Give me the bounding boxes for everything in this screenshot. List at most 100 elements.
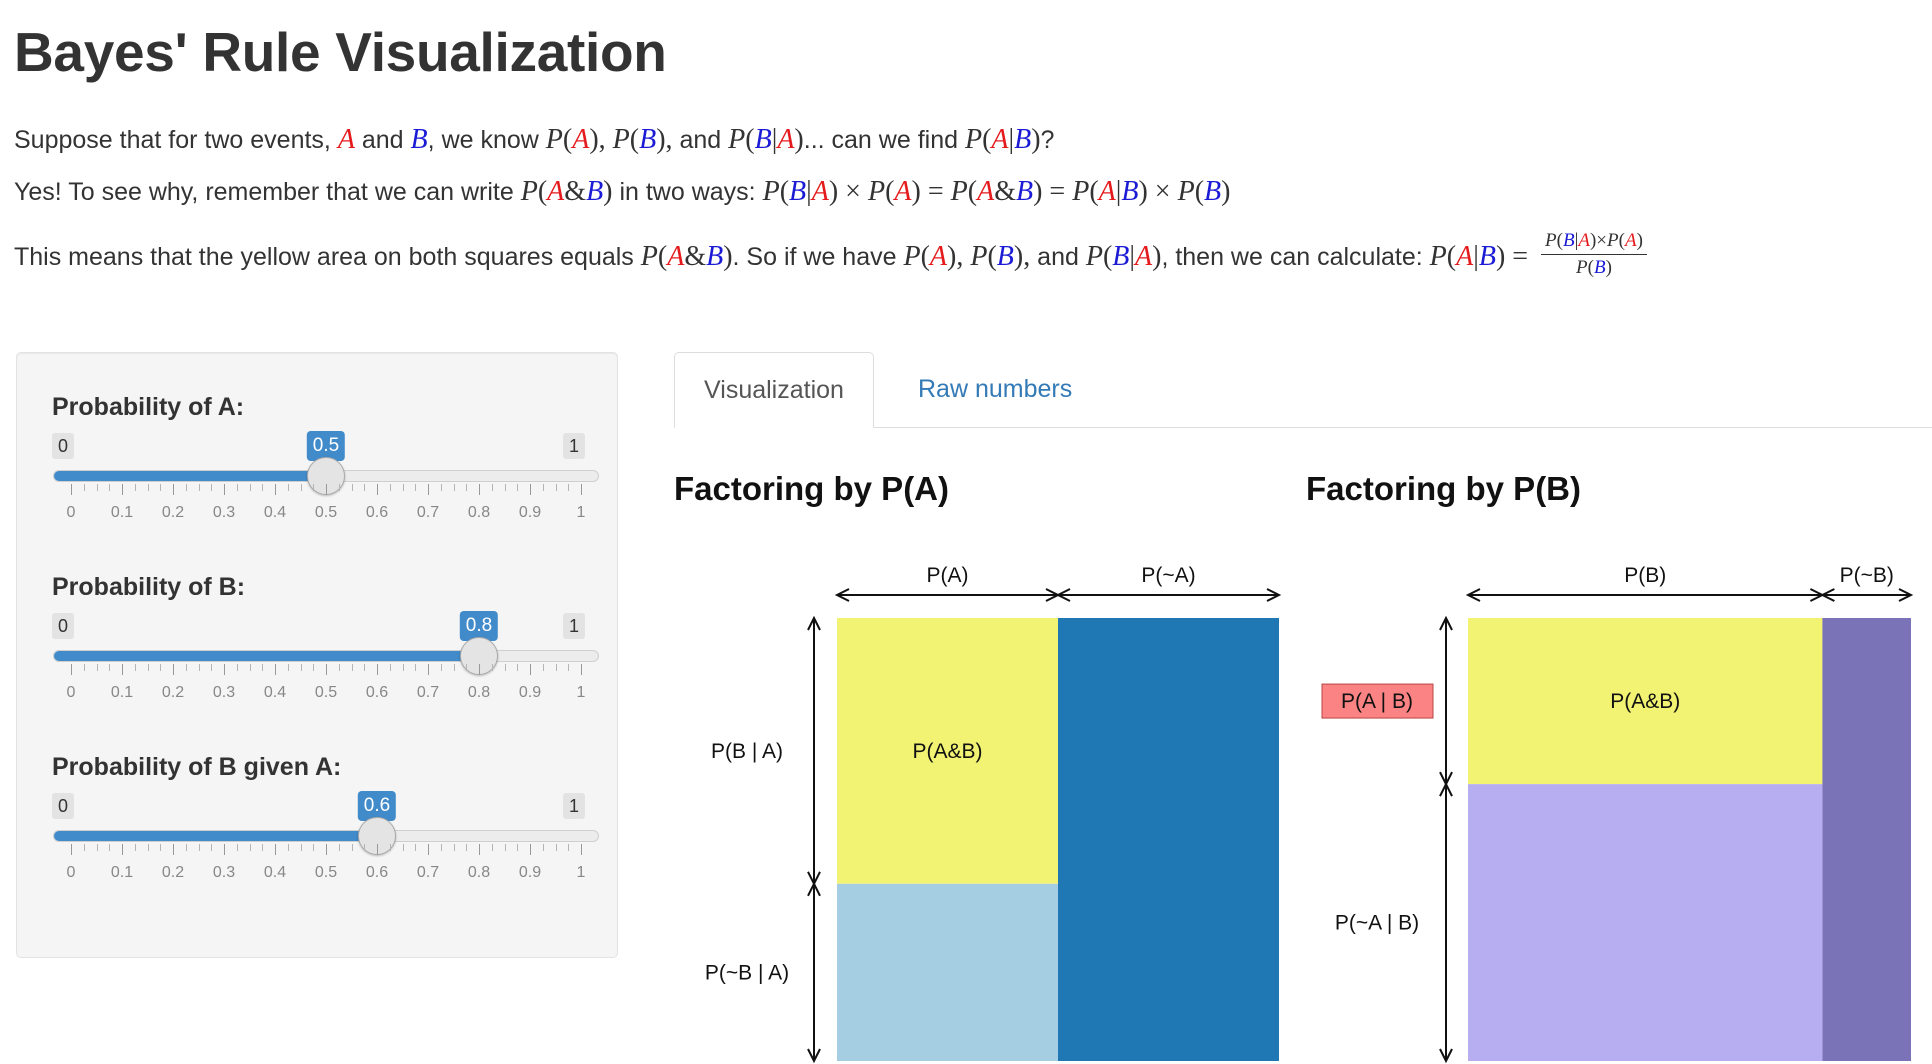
slider-tick-label: 0 (66, 864, 76, 881)
slider-minor-tick (160, 484, 162, 491)
slider-major-tick (275, 844, 276, 855)
slider-minor-tick (287, 484, 289, 491)
slider-minor-tick (364, 844, 366, 851)
slider-major-tick (530, 484, 531, 495)
slider-minor-tick (109, 484, 111, 491)
slider-minor-tick (338, 484, 340, 491)
slider-minor-tick (415, 664, 417, 671)
slider-minor-tick (185, 664, 187, 671)
slider-major-tick (581, 844, 582, 855)
slider-minor-tick (351, 664, 353, 671)
slider-fill (54, 651, 480, 661)
slider-tick-label: 0.3 (212, 864, 236, 881)
slider-major-tick (224, 664, 225, 675)
slider-tick-label: 0.5 (314, 684, 338, 701)
slider-minor-tick (313, 484, 315, 491)
slider-fill (54, 471, 327, 481)
tab-visualization[interactable]: Visualization (674, 352, 874, 428)
slider-minor-tick (109, 844, 111, 851)
slider-major-tick (479, 664, 480, 675)
slider-major-tick (479, 844, 480, 855)
slider-minor-tick (83, 484, 85, 491)
slider-major-tick (122, 484, 123, 495)
slider-minor-tick (211, 484, 213, 491)
slider-minor-tick (249, 664, 251, 671)
slider-minor-tick (542, 844, 544, 851)
slider-tick-label: 0.6 (365, 504, 389, 521)
slider-value-bubble: 0.5 (306, 431, 346, 461)
slider-minor-tick (568, 484, 570, 491)
slider-track[interactable] (53, 830, 599, 842)
slider-tick-label: 0.8 (467, 684, 491, 701)
slider-minor-tick (466, 844, 468, 851)
page-title: Bayes' Rule Visualization (14, 21, 667, 83)
arrow-col-not-a-head-start (1055, 588, 1071, 602)
slider-ticks: 0 0.1 0.2 0.3 0.4 0.5 0.6 0.7 0.8 0.9 1 (53, 844, 599, 894)
slider-tick-label: 0.2 (161, 684, 185, 701)
chart-title-factor-a: Factoring by P(A) (674, 470, 950, 507)
slider-minor-tick (160, 664, 162, 671)
slider-minor-tick (453, 484, 455, 491)
slider-minor-tick (568, 664, 570, 671)
slider-tick-label: 0.4 (263, 864, 287, 881)
slider-prob-b-given-a: Probability of B given A: 0 1 0.6 0 0.1 0.… (17, 753, 617, 933)
slider-minor-tick (568, 844, 570, 851)
slider-minor-tick (402, 844, 404, 851)
slider-minor-tick (287, 664, 289, 671)
slider-major-tick (275, 484, 276, 495)
slider-tick-label: 0.7 (416, 504, 440, 521)
arrow-col-a-head-start (834, 588, 850, 602)
slider-minor-tick (402, 664, 404, 671)
region-not-b (1822, 618, 1911, 1061)
slider-major-tick (428, 664, 429, 675)
region-a-not-b (837, 883, 1058, 1061)
slider-minor-tick (198, 664, 200, 671)
arrow-row-a-given-b-head-start (1439, 615, 1453, 631)
slider-tick-label: 0.1 (110, 504, 134, 521)
slider-tick-label: 1 (576, 504, 586, 521)
slider-tick-label: 0.7 (416, 684, 440, 701)
slider-ticks: 0 0.1 0.2 0.3 0.4 0.5 0.6 0.7 0.8 0.9 1 (53, 484, 599, 534)
slider-minor-tick (211, 664, 213, 671)
slider-min-label: 0 (52, 613, 75, 639)
slider-minor-tick (453, 664, 455, 671)
slider-minor-tick (491, 664, 493, 671)
tab-raw-numbers[interactable]: Raw numbers (918, 375, 1073, 403)
slider-minor-tick (262, 664, 264, 671)
row-label-a-given-b: P(A | B) (1341, 690, 1413, 713)
slider-major-tick (71, 484, 72, 495)
slider-tick-label: 0.5 (314, 864, 338, 881)
row-label-highlight-box (1321, 683, 1434, 719)
slider-minor-tick (555, 664, 557, 671)
tab-bar: Visualization Raw numbers (674, 352, 1932, 428)
slider-minor-tick (453, 844, 455, 851)
slider-minor-tick (415, 844, 417, 851)
formula-paragraph: This means that the yellow area on both … (14, 230, 1647, 283)
slider-major-tick (326, 664, 327, 675)
slider-tick-label: 0.1 (110, 864, 134, 881)
arrow-row-b-given-a-head-start (807, 615, 821, 631)
slider-minor-tick (236, 664, 238, 671)
slider-label: Probability of B given A: (52, 753, 342, 781)
slider-minor-tick (262, 844, 264, 851)
slider-minor-tick (134, 484, 136, 491)
col-label-a: P(A) (927, 564, 969, 587)
arrow-row-not-b-given-a-head-start (807, 881, 821, 897)
slider-minor-tick (504, 484, 506, 491)
slider-tick-label: 0.4 (263, 684, 287, 701)
slider-tick-label: 0.8 (467, 504, 491, 521)
slider-minor-tick (198, 844, 200, 851)
slider-minor-tick (300, 664, 302, 671)
slider-track[interactable] (53, 650, 599, 662)
slider-tick-label: 0.9 (518, 504, 542, 521)
slider-label: Probability of A: (52, 393, 245, 421)
slider-minor-tick (555, 484, 557, 491)
slider-minor-tick (440, 844, 442, 851)
slider-major-tick (479, 484, 480, 495)
slider-min-label: 0 (52, 433, 75, 459)
controls-panel: Probability of A: 0 1 0.5 0 0.1 0.2 0.3 0.4 0… (16, 352, 618, 958)
slider-min-label: 0 (52, 793, 75, 819)
slider-major-tick (377, 484, 378, 495)
slider-minor-tick (185, 484, 187, 491)
slider-major-tick (581, 664, 582, 675)
